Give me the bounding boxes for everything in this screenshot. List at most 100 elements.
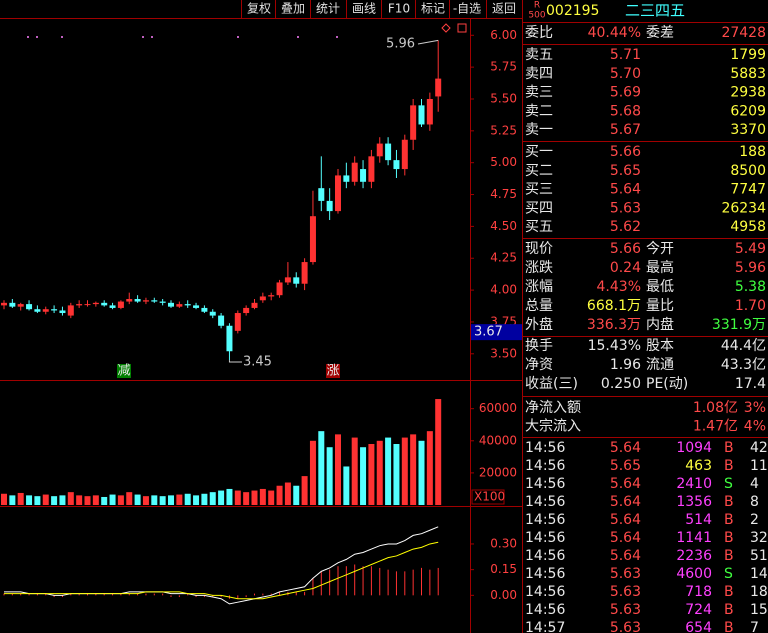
order-volume: 2938 [730,85,766,101]
volume-bar [101,496,108,505]
volume-bar [243,492,250,505]
tick-count: 8 [750,494,759,510]
tick-side: B [724,530,734,546]
stat-value: 17.4 [735,376,766,392]
volume-bar [34,496,41,505]
candle-body [318,188,325,201]
flow-percent: 3% [744,400,766,416]
tick-price: 5.64 [610,494,641,510]
stock-name: 二三四五 [625,2,685,20]
order-label: 卖三 [525,85,553,101]
volume-bar [284,482,291,505]
volume-bar [426,431,433,505]
flow-label: 大宗流入 [525,419,581,435]
signal-box [117,364,131,378]
order-label: 买二 [525,163,553,179]
volume-bar [268,490,275,505]
tick-side: S [724,476,733,492]
toolbar-button[interactable]: 返回 [492,2,516,16]
order-label: 买三 [525,182,553,198]
candle-body [101,302,108,306]
candle-body [426,98,433,125]
y-tick-label: 5.00 [490,155,517,169]
tick-volume: 718 [685,584,712,600]
volume-bar [410,434,417,505]
volume-bar [92,495,99,505]
candle-body [376,143,383,157]
volume-bar [209,492,216,505]
candle-body [435,78,442,97]
volume-bar [251,490,258,505]
toolbar-button[interactable]: 画线 [352,2,376,16]
stat-label: 量比 [646,298,674,314]
volume-bar [293,485,300,505]
volume-bar [259,488,266,505]
tick-count: 4 [750,476,759,492]
order-label: 卖五 [525,47,553,63]
stat-label: 最低 [646,279,674,295]
toolbar-button[interactable]: 复权 [247,2,271,16]
order-volume: 8500 [730,163,766,179]
tick-count: 140 [750,566,768,582]
y-tick-label: 60000 [479,401,517,415]
tick-time: 14:57 [525,620,565,633]
volume-bar [385,437,392,505]
order-label: 卖四 [525,66,553,82]
stat-value: 5.66 [610,241,641,257]
icon[interactable] [441,23,451,33]
tick-side: B [724,458,734,474]
toolbar-button[interactable]: -自选 [453,2,481,16]
candle-body [284,277,291,283]
toolbar-button[interactable]: 统计 [316,2,340,16]
tick-volume: 724 [685,602,712,618]
volume-bar [301,476,308,505]
tick-side: B [724,584,734,600]
candle-body [360,169,367,182]
y-tick-label: 4.50 [490,219,517,233]
stat-value: 331.9万 [712,317,766,333]
icon[interactable] [457,23,467,33]
stat-value: 0.250 [601,376,641,392]
y-tick-label: 4.75 [490,187,517,201]
stat-label: 最高 [646,259,674,276]
order-volume: 26234 [721,200,766,216]
order-price: 5.70 [610,66,641,82]
volume-bar [168,495,174,505]
order-price: 5.69 [610,85,641,101]
tick-volume: 654 [685,620,712,633]
order-label: 卖二 [525,103,553,119]
stat-value: 0.24 [610,260,641,276]
candle-body [17,304,24,307]
volume-bar [184,493,191,505]
candle-body [151,300,158,302]
annotation-arrow [228,360,242,363]
tick-side: S [724,566,733,582]
order-label: 买一 [525,144,553,160]
tick-side: B [724,440,734,456]
order-volume: 3370 [730,122,766,138]
candle-body [84,304,91,306]
toolbar-button[interactable]: 叠加 [281,2,305,16]
tick-price: 5.65 [610,458,641,474]
candle-body [9,302,16,307]
volume-bar [67,492,74,505]
candle-body [226,325,233,352]
tick-side: B [724,494,734,510]
volume-bar [17,492,24,505]
volume-bar [335,434,341,505]
order-price: 5.63 [610,200,641,216]
flow-label: 净流入额 [525,400,581,416]
volume-bar [126,492,133,505]
tick-volume: 463 [685,458,712,474]
toolbar-button[interactable]: F10 [388,2,410,16]
toolbar-button[interactable]: 标记 [421,2,445,16]
tick-volume: 4600 [676,566,712,582]
stat-value: 668.1万 [587,298,641,314]
tick-count: 32 [750,530,768,546]
tick-time: 14:56 [525,512,565,528]
volume-bar [276,485,283,505]
candle-body [126,299,133,302]
tick-side: B [724,512,734,528]
tick-time: 14:56 [525,476,565,492]
dea-line [4,541,439,600]
